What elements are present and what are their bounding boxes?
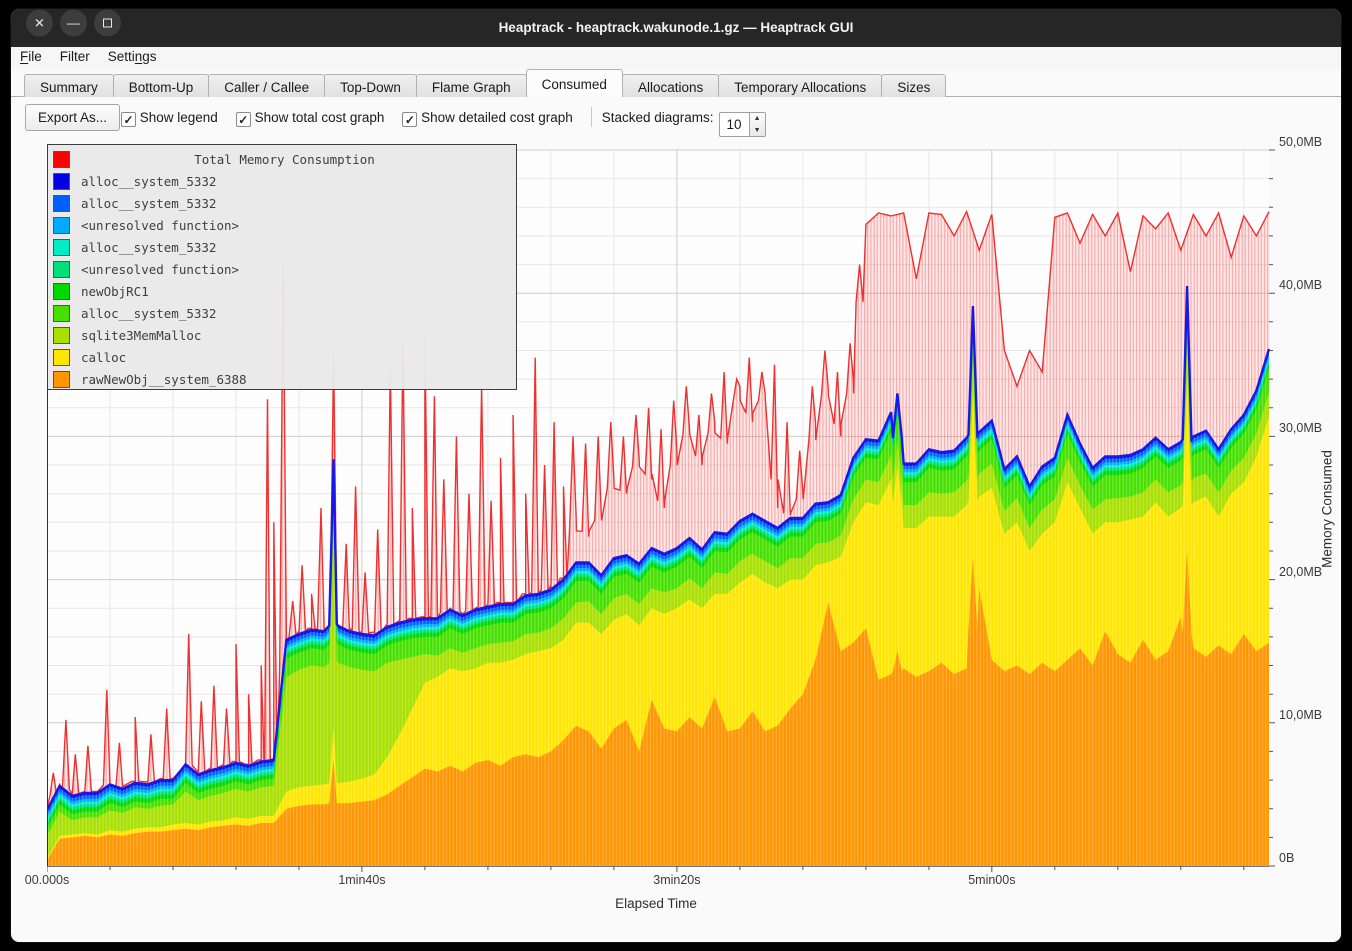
stacked-diagrams-label: Stacked diagrams: <box>601 110 714 125</box>
checkbox-show-total-cost-graph[interactable]: ✓ Show total cost graph <box>235 104 385 131</box>
legend-label: <unresolved function> <box>81 217 240 233</box>
menu-bar: File Filter Settings <box>11 47 1341 69</box>
legend-swatch <box>53 216 70 234</box>
checkbox-label: Show total cost graph <box>250 110 385 125</box>
legend-item: <unresolved function> <box>48 258 516 280</box>
tab-bar: Summary Bottom-Up Caller / Callee Top-Down F… <box>11 69 1341 99</box>
checkbox-show-legend[interactable]: ✓ Show legend <box>121 104 218 131</box>
chart-legend: Total Memory Consumption alloc__system_53… <box>47 144 517 390</box>
x-axis-title: Elapsed Time <box>615 896 697 911</box>
legend-swatch <box>53 348 70 366</box>
legend-item: rawNewObj__system_6388 <box>48 368 516 390</box>
x-tick-label: 1min40s <box>338 873 386 887</box>
legend-swatch <box>53 238 70 256</box>
legend-item: alloc__system_5332 <box>48 192 516 214</box>
legend-label: alloc__system_5332 <box>81 195 217 211</box>
spin-up-icon[interactable]: ▲ <box>753 115 761 122</box>
tab-caller-callee[interactable]: Caller / Callee <box>208 74 326 99</box>
heaptrack-window: ✕ — Heaptrack - heaptrack.wakunode.1.gz … <box>10 8 1342 943</box>
legend-item: <unresolved function> <box>48 214 516 236</box>
checkbox-label: Show legend <box>136 110 218 125</box>
x-tick-label: 00.000s <box>24 873 70 887</box>
menu-item-settings[interactable]: Settings <box>107 49 157 64</box>
legend-swatch <box>53 150 70 168</box>
legend-label: alloc__system_5332 <box>81 173 217 189</box>
legend-swatch <box>53 304 70 322</box>
tab-temporary-allocations[interactable]: Temporary Allocations <box>718 74 883 99</box>
y-tick-label: 50,0MB <box>1279 135 1323 149</box>
toolbar: Export As... ✓ Show legend ✓ Show total c… <box>11 97 1341 139</box>
close-button[interactable]: ✕ <box>26 9 53 37</box>
y-tick-label: 0B <box>1279 851 1295 865</box>
menu-item-filter[interactable]: Filter <box>59 49 90 64</box>
close-icon: ✕ <box>34 15 45 31</box>
legend-swatch <box>53 282 70 300</box>
legend-title-row: Total Memory Consumption <box>48 148 516 170</box>
minimize-button[interactable]: — <box>60 9 87 37</box>
maximize-button[interactable] <box>94 9 121 37</box>
legend-label: alloc__system_5332 <box>81 305 217 321</box>
y-tick-label: 10,0MB <box>1279 707 1323 722</box>
legend-swatch <box>53 194 70 212</box>
y-tick-label: 20,0MB <box>1279 564 1323 579</box>
legend-label: Total Memory Consumption <box>194 151 375 167</box>
legend-item: calloc <box>48 346 516 368</box>
y-tick-label: 40,0MB <box>1279 278 1323 293</box>
legend-label: sqlite3MemMalloc <box>81 327 202 343</box>
spin-down-icon[interactable]: ▼ <box>753 126 761 134</box>
legend-item: newObjRC1 <box>48 280 516 302</box>
tab-allocations[interactable]: Allocations <box>621 74 720 99</box>
y-axis-title: Memory Consumed <box>1319 450 1335 568</box>
legend-label: <unresolved function> <box>81 261 240 277</box>
tab-consumed[interactable]: Consumed <box>525 69 623 97</box>
checkbox-label: Show detailed cost graph <box>417 110 573 125</box>
checkmark-icon: ✓ <box>235 112 251 127</box>
minimize-icon: — <box>67 15 80 31</box>
legend-item: alloc__system_5332 <box>48 236 516 258</box>
stacked-diagrams-spinbox[interactable]: 10 ▲ ▼ <box>718 112 766 137</box>
consumed-chart-area[interactable]: Total Memory Consumption alloc__system_53… <box>45 139 1279 875</box>
tab-flame-graph[interactable]: Flame Graph <box>415 74 527 99</box>
x-tick-label: 5min00s <box>968 873 1016 887</box>
legend-label: newObjRC1 <box>81 283 149 299</box>
graph-option-checkboxes: ✓ Show legend ✓ Show total cost graph ✓ Sh… <box>121 104 766 137</box>
export-as-button[interactable]: Export As... <box>25 104 121 131</box>
legend-swatch <box>53 172 70 190</box>
menu-item-file[interactable]: File <box>20 49 42 64</box>
toolbar-separator <box>590 107 592 127</box>
title-bar[interactable]: ✕ — Heaptrack - heaptrack.wakunode.1.gz … <box>11 9 1341 47</box>
legend-swatch <box>53 326 70 344</box>
checkmark-icon: ✓ <box>402 112 418 127</box>
tab-bottom-up[interactable]: Bottom-Up <box>112 74 210 99</box>
legend-item: sqlite3MemMalloc <box>48 324 516 346</box>
tab-sizes[interactable]: Sizes <box>881 74 947 99</box>
legend-label: alloc__system_5332 <box>81 239 217 255</box>
legend-swatch <box>53 370 70 388</box>
x-tick-label: 3min20s <box>653 873 701 887</box>
legend-swatch <box>53 260 70 278</box>
maximize-icon <box>103 18 112 28</box>
stacked-diagrams-value: 10 <box>726 117 742 132</box>
checkmark-icon: ✓ <box>121 112 136 127</box>
legend-label: rawNewObj__system_6388 <box>81 371 247 387</box>
checkbox-show-detailed-cost-graph[interactable]: ✓ Show detailed cost graph <box>402 104 573 131</box>
legend-item: alloc__system_5332 <box>48 302 516 324</box>
window-title: Heaptrack - heaptrack.wakunode.1.gz — He… <box>498 20 854 35</box>
legend-label: calloc <box>81 349 127 365</box>
legend-item: alloc__system_5332 <box>48 170 516 192</box>
tab-top-down[interactable]: Top-Down <box>324 74 417 99</box>
y-tick-label: 30,0MB <box>1279 421 1323 436</box>
tab-summary[interactable]: Summary <box>24 74 114 99</box>
